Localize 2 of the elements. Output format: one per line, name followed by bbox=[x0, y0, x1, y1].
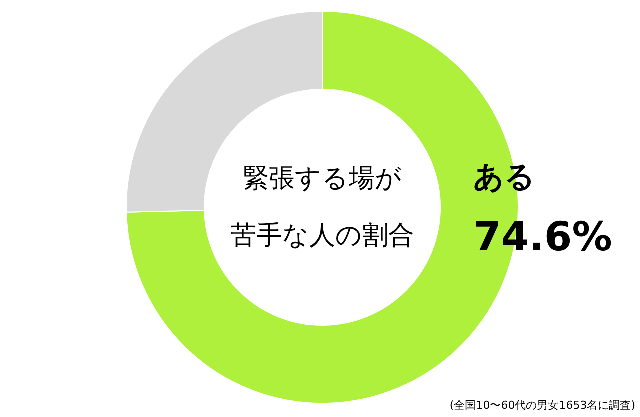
text: 緊張する場が苦手な人の割合 bbox=[230, 164, 414, 251]
text: (全国10〜60代の男女1653名に調査) bbox=[450, 399, 636, 412]
